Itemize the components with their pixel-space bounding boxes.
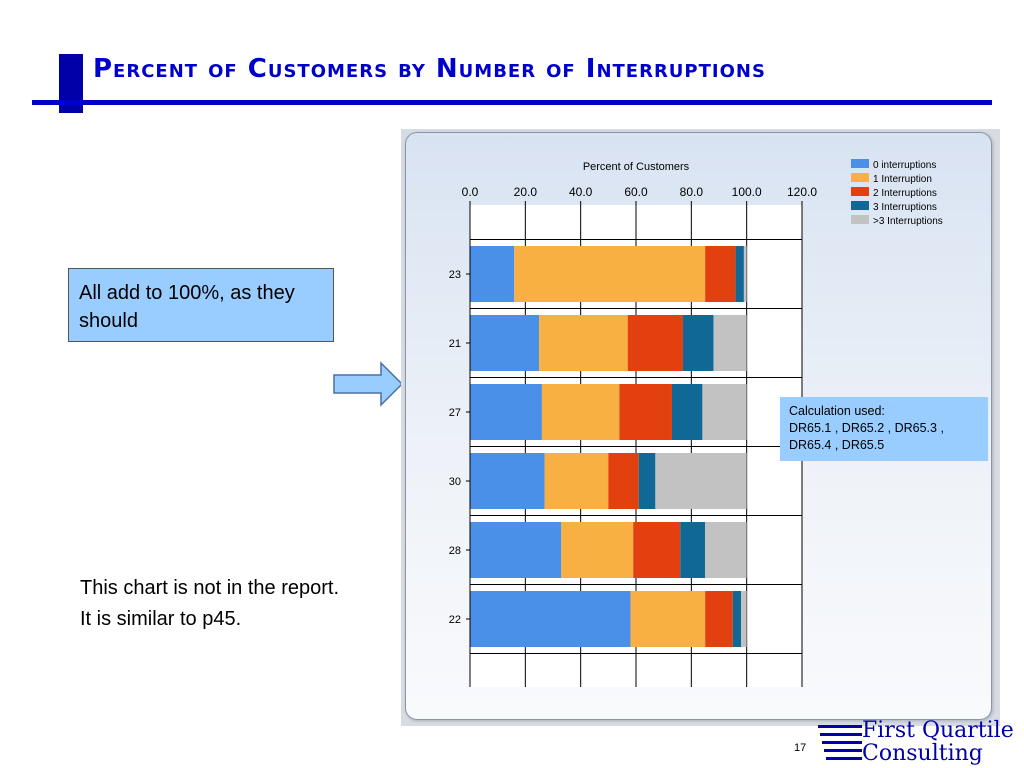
y-tick-label: 30 — [449, 476, 461, 488]
x-tick-label: 100.0 — [732, 185, 762, 199]
y-tick-label: 28 — [449, 545, 461, 557]
bar-segment — [702, 384, 747, 440]
y-tick-label: 23 — [449, 269, 461, 281]
bar-segment — [470, 246, 515, 302]
bar-segment — [619, 384, 672, 440]
x-tick-label: 40.0 — [569, 185, 593, 199]
bar-segment — [561, 522, 634, 578]
bar-segment — [470, 591, 631, 647]
bar-segment — [741, 591, 747, 647]
y-tick-label: 21 — [449, 338, 461, 350]
y-tick-label: 22 — [449, 614, 461, 626]
legend-label: 3 Interruptions — [873, 202, 937, 213]
legend-swatch — [851, 201, 869, 210]
bar-segment — [705, 246, 736, 302]
legend-swatch — [851, 173, 869, 182]
x-tick-label: 20.0 — [514, 185, 538, 199]
logo-text-line1: First Quartile — [862, 718, 1014, 743]
bar-segment — [705, 522, 747, 578]
bar-segment — [638, 453, 656, 509]
slide-title: Percent of Customers by Number of Interr… — [93, 54, 766, 84]
y-tick-label: 27 — [449, 407, 461, 419]
x-tick-label: 120.0 — [787, 185, 817, 199]
legend-swatch — [851, 187, 869, 196]
calculation-box: Calculation used: DR65.1 , DR65.2 , DR65… — [780, 397, 988, 461]
bar-segment — [470, 453, 545, 509]
calc-line-1: Calculation used: — [789, 404, 885, 418]
bar-segment — [541, 384, 620, 440]
bar-segment — [705, 591, 733, 647]
x-tick-label: 0.0 — [462, 185, 479, 199]
bar-segment — [470, 315, 540, 371]
company-logo: First Quartile Consulting — [818, 718, 1014, 766]
bar-segment — [655, 453, 747, 509]
bar-segment — [544, 453, 609, 509]
chart-title: Percent of Customers — [583, 161, 690, 173]
bar-segment — [735, 246, 744, 302]
bar-segment — [514, 246, 706, 302]
bar-segment — [680, 522, 706, 578]
legend-swatch — [851, 215, 869, 224]
calc-line-3: DR65.4 , DR65.5 — [789, 438, 885, 452]
bar-segment — [608, 453, 639, 509]
calc-line-2: DR65.1 , DR65.2 , DR65.3 , — [789, 421, 944, 435]
x-tick-label: 80.0 — [680, 185, 704, 199]
legend-label: 0 interruptions — [873, 160, 936, 171]
legend-label: 2 Interruptions — [873, 188, 937, 199]
note-text: This chart is not in the report. It is s… — [80, 577, 340, 630]
bar-segment — [732, 591, 742, 647]
bar-segment — [683, 315, 714, 371]
page-number: 17 — [794, 742, 807, 754]
right-arrow-icon — [333, 361, 404, 407]
bar-segment — [470, 384, 542, 440]
bar-segment — [713, 315, 747, 371]
bar-segment — [671, 384, 703, 440]
bar-segment — [539, 315, 628, 371]
note-box: All add to 100%, as they should — [68, 268, 334, 342]
legend-label: >3 Interruptions — [873, 216, 943, 227]
bar-segment — [630, 591, 706, 647]
stacked-bar-chart: 0.0 20.0 40.0 60.0 80.0 100.0 120.0 23 21 27 30 28 2… — [449, 159, 943, 687]
bar-segment — [627, 315, 684, 371]
x-tick-label: 60.0 — [624, 185, 648, 199]
bar-segment — [743, 246, 747, 302]
bar-segment — [633, 522, 681, 578]
logo-text-line2: Consulting — [862, 741, 983, 766]
title-underline — [32, 100, 992, 105]
legend-swatch — [851, 159, 869, 168]
legend-label: 1 Interruption — [873, 174, 932, 185]
bar-segment — [470, 522, 562, 578]
